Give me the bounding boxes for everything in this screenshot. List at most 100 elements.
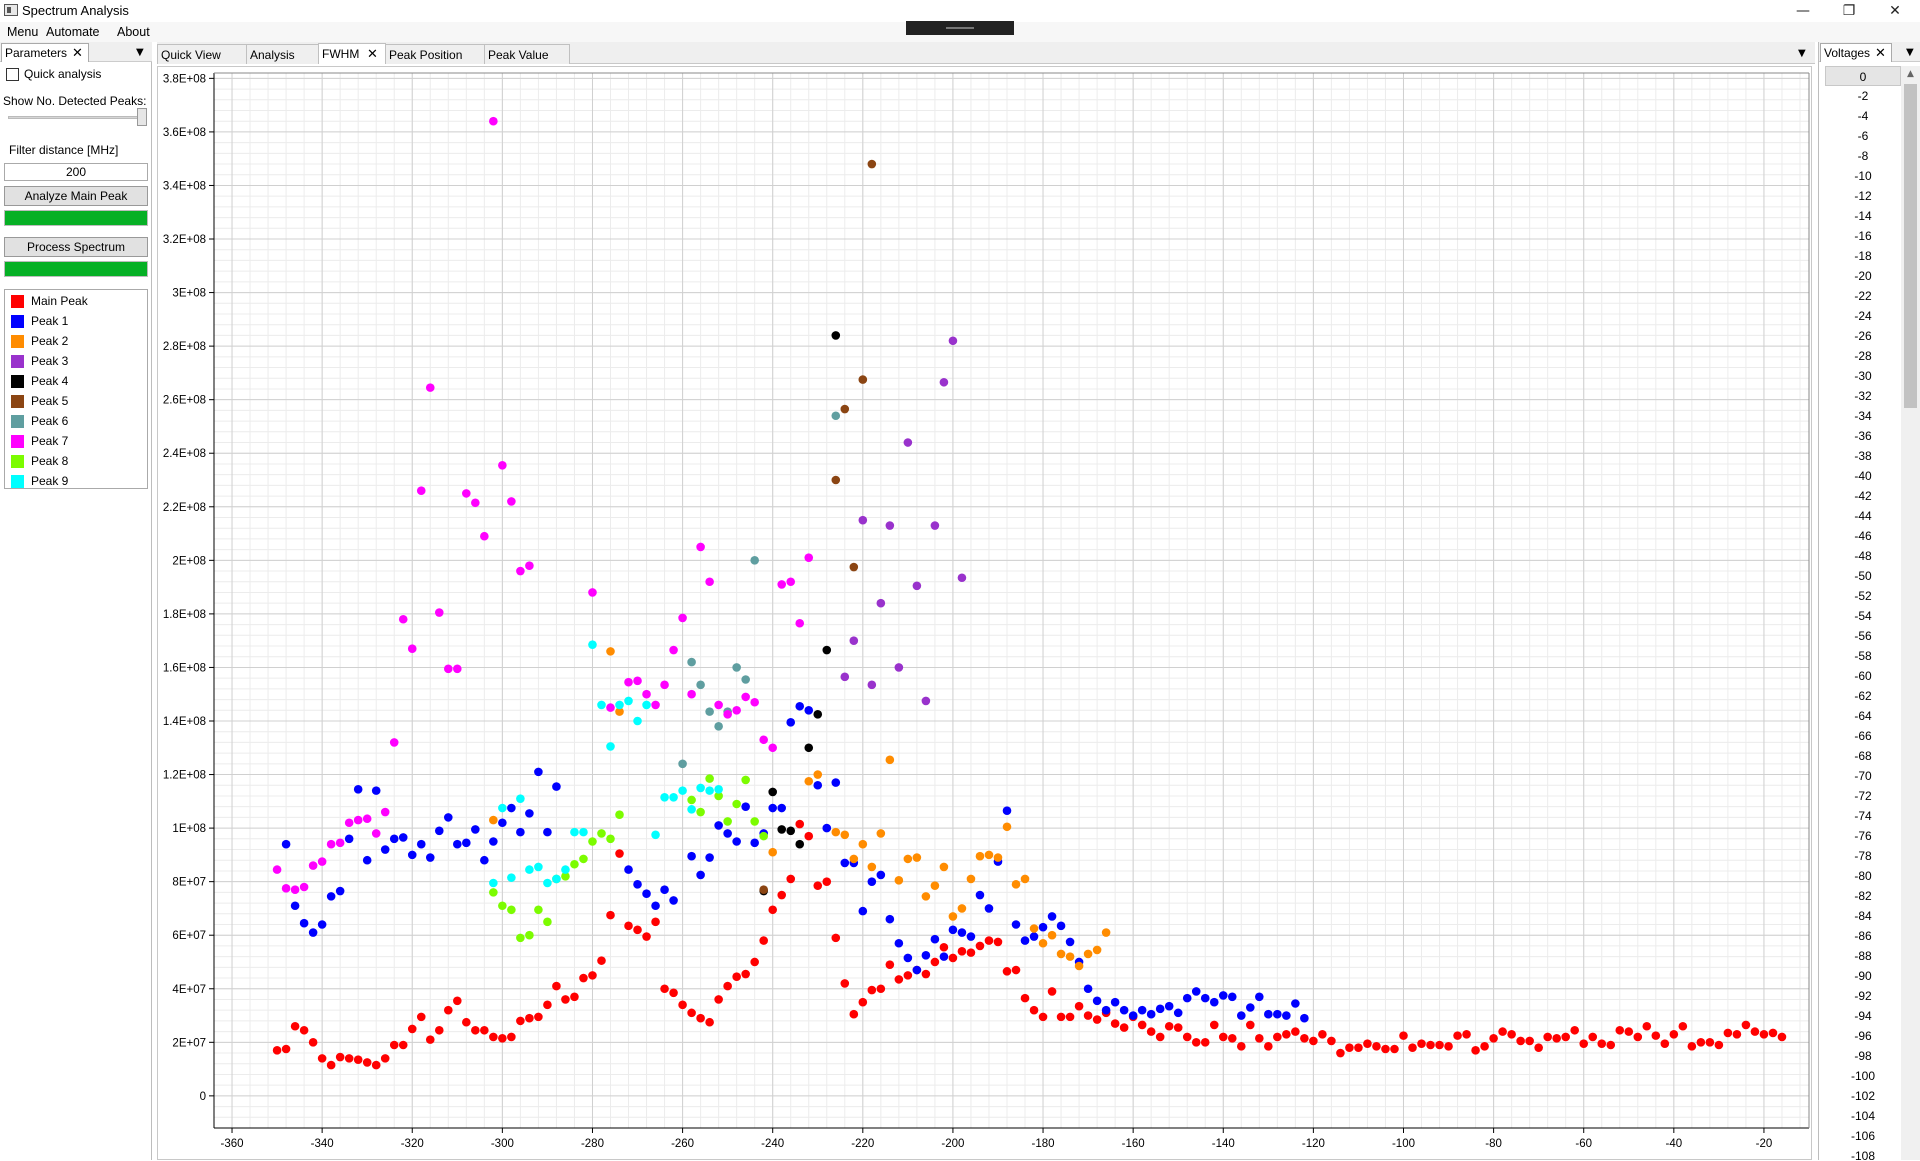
panel-menu-icon[interactable]: ▼ [1906, 47, 1914, 58]
voltage-item[interactable]: -74 [1854, 809, 1872, 823]
voltage-item[interactable]: -104 [1850, 1109, 1876, 1123]
voltage-item[interactable]: -88 [1854, 949, 1872, 963]
voltage-item[interactable]: -40 [1854, 469, 1872, 483]
voltage-item[interactable]: -80 [1854, 869, 1872, 883]
close-icon[interactable]: ✕ [72, 46, 83, 61]
data-point-peak-9 [525, 865, 534, 874]
voltage-item[interactable]: -62 [1854, 689, 1872, 703]
data-point-main-peak [1092, 1015, 1102, 1024]
data-point-peak-1 [1255, 992, 1264, 1002]
scrollbar-thumb[interactable] [1904, 84, 1917, 408]
tab-quick-view[interactable]: Quick View [157, 44, 247, 64]
tab-parameters[interactable]: Parameters ✕ [1, 43, 89, 62]
restore-button[interactable]: ❐ [1842, 3, 1856, 19]
voltage-item[interactable]: -12 [1854, 189, 1872, 203]
data-point-main-peak [804, 831, 814, 841]
voltage-item[interactable]: -76 [1854, 829, 1872, 843]
data-point-peak-9 [633, 716, 642, 726]
voltage-item[interactable]: -26 [1854, 329, 1872, 343]
voltage-item[interactable]: -14 [1854, 209, 1872, 223]
voltage-item[interactable]: -106 [1850, 1129, 1876, 1143]
tab-menu-icon[interactable]: ▼ [1798, 48, 1806, 59]
close-icon[interactable]: ✕ [1875, 46, 1886, 61]
panel-menu-icon[interactable]: ▼ [136, 47, 144, 58]
voltage-item[interactable]: -58 [1854, 649, 1872, 663]
voltage-item[interactable]: -48 [1854, 549, 1872, 563]
voltage-item[interactable]: 0 [1825, 66, 1901, 86]
analyze-main-peak-button[interactable]: Analyze Main Peak [4, 186, 148, 206]
voltage-item[interactable]: -36 [1854, 429, 1872, 443]
voltage-item[interactable]: -42 [1854, 489, 1872, 503]
legend-swatch [11, 335, 24, 348]
minimize-button[interactable]: — [1796, 3, 1810, 19]
voltage-item[interactable]: -72 [1854, 789, 1872, 803]
voltage-item[interactable]: -92 [1854, 989, 1872, 1003]
voltage-item[interactable]: -70 [1854, 769, 1872, 783]
voltage-item[interactable]: -60 [1854, 669, 1872, 683]
voltage-item[interactable]: -8 [1857, 149, 1869, 163]
scroll-up-icon[interactable]: ▲ [1907, 69, 1914, 79]
menu-item-menu[interactable]: Menu [7, 25, 39, 39]
data-point-main-peak [425, 1035, 435, 1044]
voltage-item[interactable]: -28 [1854, 349, 1872, 363]
quick-analysis-checkbox[interactable] [6, 68, 19, 81]
data-point-main-peak [1732, 1029, 1742, 1039]
voltage-item[interactable]: -32 [1854, 389, 1872, 403]
peaks-slider-thumb[interactable] [137, 108, 147, 126]
voltage-item[interactable]: -56 [1854, 629, 1872, 643]
tab-peak-value[interactable]: Peak Value [484, 44, 570, 64]
voltage-item[interactable]: -16 [1854, 229, 1872, 243]
data-point-peak-2 [1083, 949, 1093, 959]
voltage-item[interactable]: -6 [1857, 129, 1869, 143]
voltage-item[interactable]: -52 [1854, 589, 1872, 603]
voltage-item[interactable]: -10 [1854, 169, 1872, 183]
voltage-item[interactable]: -50 [1854, 569, 1872, 583]
close-window-button[interactable]: ✕ [1889, 3, 1901, 19]
close-icon[interactable]: ✕ [367, 47, 378, 62]
voltage-item[interactable]: -68 [1854, 749, 1872, 763]
tab-voltages[interactable]: Voltages ✕ [1820, 43, 1892, 62]
tab-peak-position[interactable]: Peak Position [385, 44, 485, 64]
drag-handle[interactable] [906, 21, 1014, 35]
voltage-item[interactable]: -102 [1850, 1089, 1876, 1103]
voltage-item[interactable]: -24 [1854, 309, 1872, 323]
tab-analysis[interactable]: Analysis [246, 44, 319, 64]
voltage-item[interactable]: -96 [1854, 1029, 1872, 1043]
process-spectrum-button[interactable]: Process Spectrum [4, 237, 148, 257]
voltage-item[interactable]: -108 [1850, 1149, 1876, 1160]
voltages-list[interactable]: 0 -2 -4 -6 -8 -10 -12 -14 -16 -18 -20 -22 -24 -26 -28 -… [1825, 66, 1901, 1160]
voltage-item[interactable]: -66 [1854, 729, 1872, 743]
menu-item-automate[interactable]: Automate [46, 25, 100, 39]
voltage-item[interactable]: -54 [1854, 609, 1872, 623]
voltage-item[interactable]: -38 [1854, 449, 1872, 463]
tab-fwhm[interactable]: FWHM ✕ [318, 43, 386, 64]
voltage-item[interactable]: -22 [1854, 289, 1872, 303]
voltage-item[interactable]: -78 [1854, 849, 1872, 863]
voltage-item[interactable]: -90 [1854, 969, 1872, 983]
voltage-item[interactable]: -30 [1854, 369, 1872, 383]
voltages-scrollbar[interactable]: ▲ [1901, 66, 1920, 1160]
x-tick-label: -60 [1575, 1138, 1592, 1150]
voltage-item[interactable]: -94 [1854, 1009, 1872, 1023]
voltage-item[interactable]: -46 [1854, 529, 1872, 543]
data-point-peak-1 [1173, 1008, 1183, 1018]
filter-distance-input[interactable]: 200 [4, 163, 148, 181]
voltage-item[interactable]: -100 [1850, 1069, 1876, 1083]
data-point-peak-9 [498, 803, 507, 813]
voltage-item[interactable]: -82 [1854, 889, 1872, 903]
voltage-item[interactable]: -18 [1854, 249, 1872, 263]
menu-item-about[interactable]: About [117, 25, 150, 39]
voltage-item[interactable]: -64 [1854, 709, 1872, 723]
voltage-item[interactable]: -4 [1857, 109, 1869, 123]
data-point-peak-7 [750, 697, 759, 707]
fwhm-chart[interactable]: -360 -340 -320 -300 -280 -260 -240 -220 -200 -180… [157, 66, 1812, 1160]
voltage-item[interactable]: -2 [1857, 89, 1869, 103]
data-point-peak-2 [849, 854, 859, 864]
voltage-item[interactable]: -86 [1854, 929, 1872, 943]
voltage-item[interactable]: -44 [1854, 509, 1872, 523]
voltage-item[interactable]: -34 [1854, 409, 1872, 423]
peaks-slider-track[interactable] [8, 116, 144, 119]
voltage-item[interactable]: -84 [1854, 909, 1872, 923]
voltage-item[interactable]: -20 [1854, 269, 1872, 283]
voltage-item[interactable]: -98 [1854, 1049, 1872, 1063]
